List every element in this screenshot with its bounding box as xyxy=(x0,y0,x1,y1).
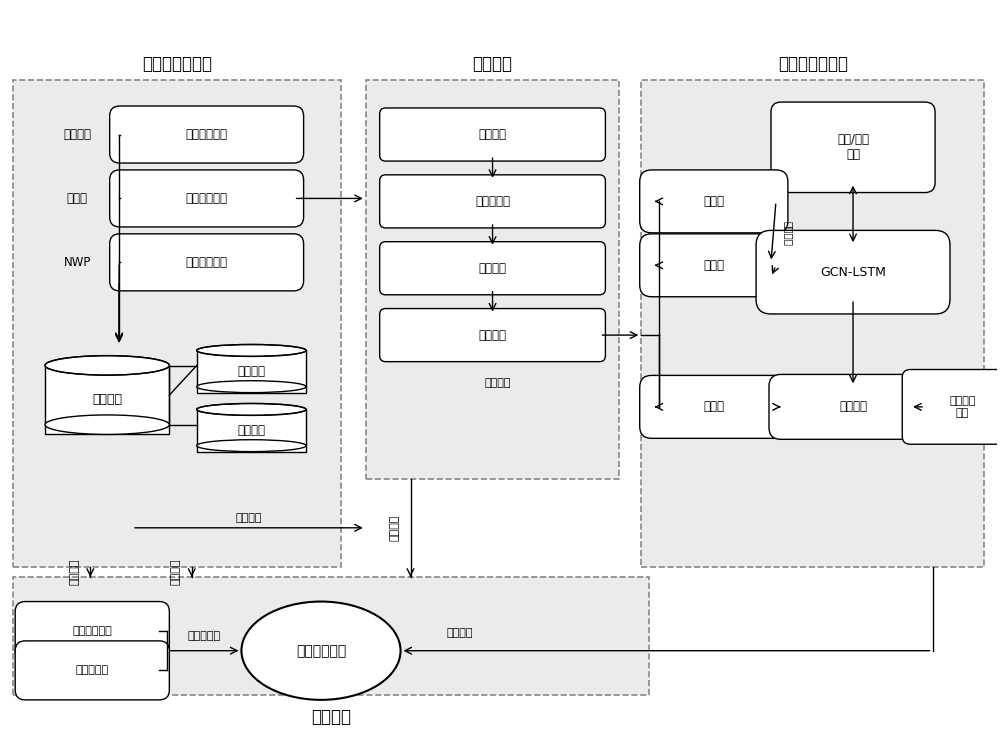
Text: 精度评价
结果: 精度评价 结果 xyxy=(949,396,976,418)
Ellipse shape xyxy=(197,403,306,416)
Text: 特征构造: 特征构造 xyxy=(479,262,507,275)
FancyBboxPatch shape xyxy=(15,641,169,700)
FancyBboxPatch shape xyxy=(640,375,788,438)
Ellipse shape xyxy=(197,403,306,416)
Ellipse shape xyxy=(45,415,169,434)
Text: 训练集: 训练集 xyxy=(703,195,724,208)
FancyBboxPatch shape xyxy=(110,234,304,291)
FancyBboxPatch shape xyxy=(769,375,937,440)
Text: 历史存档: 历史存档 xyxy=(237,365,265,378)
Ellipse shape xyxy=(45,356,169,375)
Bar xyxy=(13,577,649,695)
Text: 异常值处理: 异常值处理 xyxy=(475,195,510,208)
Ellipse shape xyxy=(197,345,306,356)
Text: 历史气象数据: 历史气象数据 xyxy=(186,192,228,205)
FancyBboxPatch shape xyxy=(110,170,304,227)
Text: 验证集: 验证集 xyxy=(703,259,724,272)
FancyBboxPatch shape xyxy=(380,108,605,161)
Bar xyxy=(45,365,169,434)
Text: 数据入库: 数据入库 xyxy=(69,559,79,585)
Bar xyxy=(641,80,984,567)
Text: 模型训练: 模型训练 xyxy=(783,221,793,246)
Ellipse shape xyxy=(197,345,306,356)
Ellipse shape xyxy=(197,440,306,451)
Text: GCN-LSTM: GCN-LSTM xyxy=(820,265,886,278)
FancyBboxPatch shape xyxy=(380,175,605,228)
Ellipse shape xyxy=(197,381,306,393)
Bar xyxy=(197,410,306,451)
FancyBboxPatch shape xyxy=(640,234,788,297)
Text: 模型训练和验证: 模型训练和验证 xyxy=(778,55,848,73)
Text: 构建/修改
模型: 构建/修改 模型 xyxy=(837,133,869,161)
Text: 最优模型: 最优模型 xyxy=(839,400,867,413)
Text: 逐小时预测: 逐小时预测 xyxy=(188,631,221,641)
Text: NWP: NWP xyxy=(64,256,91,269)
Text: 大气监测数据: 大气监测数据 xyxy=(186,128,228,141)
Text: 新增数据: 新增数据 xyxy=(237,424,265,437)
Text: 人工录入: 人工录入 xyxy=(171,559,181,585)
FancyBboxPatch shape xyxy=(771,102,935,192)
Ellipse shape xyxy=(241,601,401,700)
Text: 数据存储: 数据存储 xyxy=(92,394,122,406)
Text: 大气预测服务: 大气预测服务 xyxy=(296,644,346,658)
Text: 增量训练: 增量训练 xyxy=(236,513,262,523)
Text: 实时预测: 实时预测 xyxy=(311,708,351,725)
Text: 站点预测曲线: 站点预测曲线 xyxy=(72,626,112,636)
Ellipse shape xyxy=(45,356,169,375)
Text: 气象预报数据: 气象预报数据 xyxy=(186,256,228,269)
FancyBboxPatch shape xyxy=(380,242,605,295)
Text: 样本划分: 样本划分 xyxy=(484,378,511,389)
FancyBboxPatch shape xyxy=(902,370,1000,444)
Text: 气象站: 气象站 xyxy=(67,192,88,205)
Text: 数据获取和存储: 数据获取和存储 xyxy=(142,55,212,73)
Bar xyxy=(197,351,306,393)
Text: 大气站点: 大气站点 xyxy=(63,128,91,141)
FancyBboxPatch shape xyxy=(110,106,304,163)
Text: 生成样本: 生成样本 xyxy=(479,329,507,342)
Text: 区域预测图: 区域预测图 xyxy=(76,666,109,675)
Text: 模型更新: 模型更新 xyxy=(390,515,400,541)
Bar xyxy=(366,80,619,479)
Text: 数据整合: 数据整合 xyxy=(479,128,507,141)
FancyBboxPatch shape xyxy=(756,230,950,314)
FancyBboxPatch shape xyxy=(640,170,788,233)
FancyBboxPatch shape xyxy=(15,601,169,660)
Text: 模型部署: 模型部署 xyxy=(447,628,473,638)
FancyBboxPatch shape xyxy=(380,308,605,362)
Text: 测试集: 测试集 xyxy=(703,400,724,413)
Bar xyxy=(13,80,341,567)
Text: 数据处理: 数据处理 xyxy=(473,55,513,73)
